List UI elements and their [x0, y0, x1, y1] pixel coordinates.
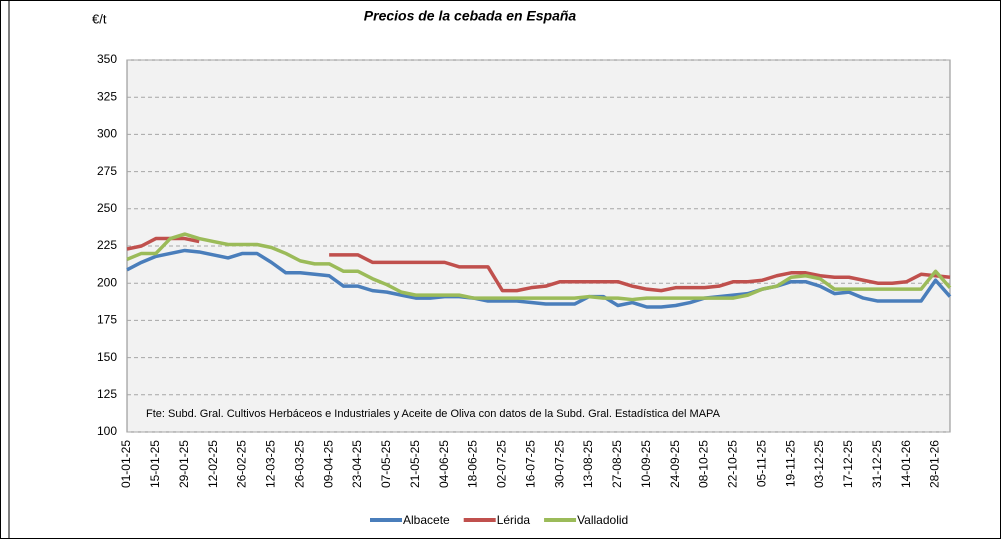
- y-tick-label: 275: [97, 164, 117, 178]
- x-tick-label: 12-02-25: [206, 440, 220, 488]
- x-tick-label: 23-04-25: [350, 440, 364, 488]
- series-line: [126, 236, 200, 251]
- x-tick-label: 29-01-25: [177, 440, 191, 488]
- x-tick-label: 05-11-25: [754, 440, 768, 487]
- x-tick-label: 24-09-25: [668, 440, 682, 488]
- x-tick-label: 10-09-25: [639, 440, 653, 488]
- x-tick-label: 26-03-25: [292, 440, 306, 488]
- x-tick-label: 27-08-25: [610, 440, 624, 488]
- series-line: [329, 253, 951, 293]
- legend-label: Lérida: [497, 513, 531, 527]
- x-tick-label: 28-01-26: [928, 440, 942, 488]
- x-tick-label: 14-01-26: [899, 440, 913, 488]
- source-note: Fte: Subd. Gral. Cultivos Herbáceos e In…: [146, 408, 721, 420]
- y-tick-label: 325: [97, 89, 117, 103]
- x-tick-label: 07-05-25: [379, 440, 393, 488]
- series-line: [126, 248, 952, 309]
- x-tick-label: 02-07-25: [495, 440, 509, 488]
- x-tick-label: 03-12-25: [812, 440, 826, 488]
- x-tick-label: 22-10-25: [726, 440, 740, 488]
- x-tick-label: 13-08-25: [581, 440, 595, 488]
- x-tick-label: 09-04-25: [321, 440, 335, 488]
- legend-label: Albacete: [403, 513, 450, 527]
- x-tick-label: 12-03-25: [264, 440, 278, 488]
- legend-label: Valladolid: [577, 513, 628, 527]
- x-tick-label: 15-01-25: [148, 440, 162, 488]
- y-tick-label: 125: [97, 387, 117, 401]
- x-tick-label: 04-06-25: [437, 440, 451, 488]
- x-tick-label: 19-11-25: [783, 440, 797, 487]
- y-tick-label: 200: [97, 275, 117, 289]
- x-tick-label: 18-06-25: [466, 440, 480, 488]
- x-tick-label: 30-07-25: [552, 440, 566, 488]
- x-tick-label: 21-05-25: [408, 440, 422, 488]
- series-line: [126, 232, 952, 302]
- y-tick-label: 100: [97, 424, 117, 438]
- x-tick-label: 01-01-25: [119, 440, 133, 488]
- y-tick-label: 175: [97, 313, 117, 327]
- y-tick-label: 150: [97, 350, 117, 364]
- y-tick-label: 225: [97, 238, 117, 252]
- x-tick-label: 17-12-25: [841, 440, 855, 488]
- y-tick-label: 300: [97, 127, 117, 141]
- x-tick-label: 08-10-25: [697, 440, 711, 488]
- y-tick-label: 250: [97, 201, 117, 215]
- x-tick-label: 31-12-25: [870, 440, 884, 488]
- x-tick-label: 26-02-25: [235, 440, 249, 488]
- y-tick-label: 350: [97, 52, 117, 66]
- y-axis-label: €/t: [92, 11, 107, 26]
- chart-title: Precios de la cebada en España: [364, 8, 577, 24]
- x-tick-label: 16-07-25: [523, 440, 537, 488]
